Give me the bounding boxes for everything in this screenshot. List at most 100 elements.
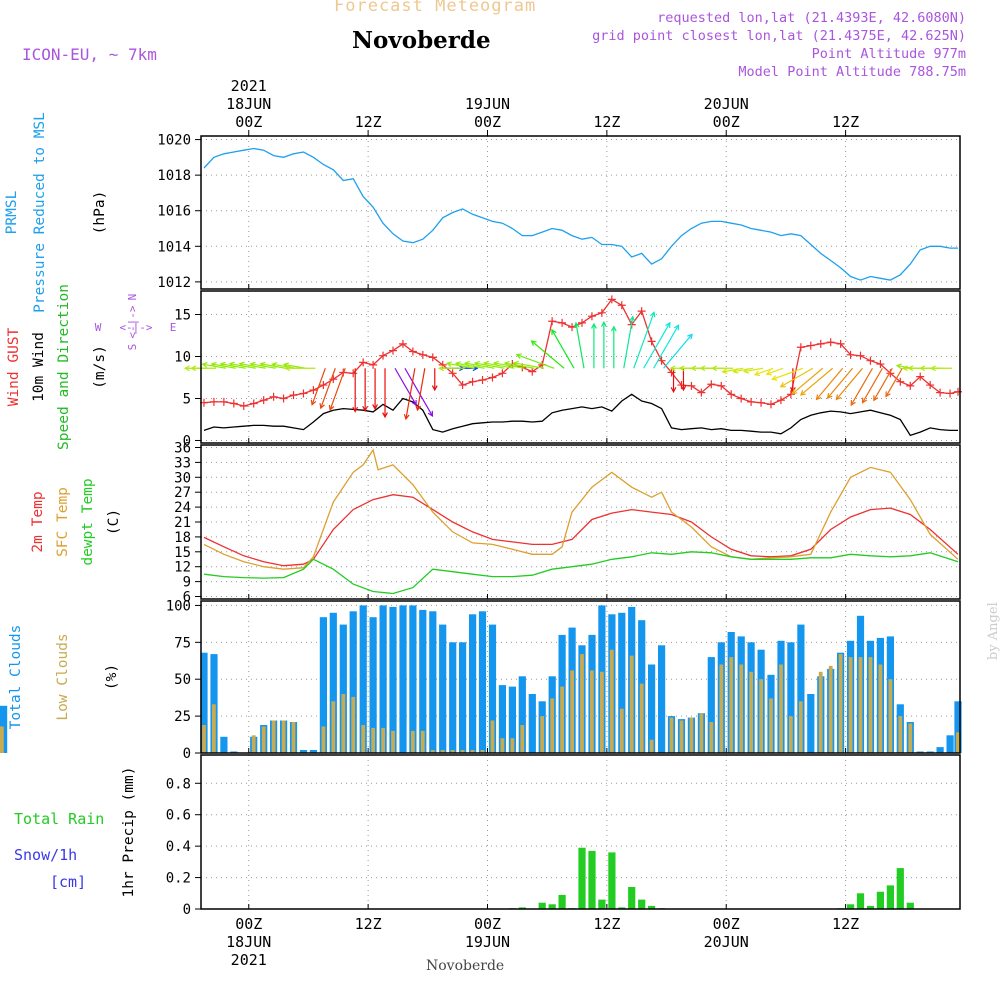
gust-point [846,350,855,359]
series-line-pressure [203,147,958,281]
total-clouds-bar [658,645,666,753]
low-clouds-bar [898,716,903,753]
total-clouds-bar [498,685,506,753]
wind-dir-arrowhead [445,361,452,367]
wind-dir-arrowhead [711,365,718,372]
wind-dir-arrow [551,329,575,369]
total-rain-bar [906,902,914,909]
wind-dir-arrowhead [319,403,325,410]
wind-dir-arrow [754,367,774,376]
total-clouds-bar [299,750,308,753]
wind-dir-arrow [531,340,565,369]
wind-dir-arrow [575,322,585,369]
gust-point [896,377,905,386]
y-tick-label: 0.6 [166,808,191,824]
low-clouds-bar [719,664,724,753]
gust-point [587,312,596,321]
gust-point [826,338,835,347]
gust-point [478,376,487,385]
time-label-top: 12Z [355,113,382,131]
wind-dir-arrowhead [591,322,597,329]
wind-dir-arrowhead [282,362,290,369]
total-clouds-bar [946,735,954,753]
low-clouds-bar [699,713,704,753]
y-tick-label: 100 [166,598,191,614]
low-clouds-bar [351,696,356,753]
total-clouds-bar [319,617,327,753]
wind-dir-arrowhead [779,382,786,388]
compass-arrow-ns: <-|-> [126,305,139,338]
low-clouds-bar [749,671,753,753]
gust-point [408,347,417,356]
wind-dir-arrowhead [649,311,656,318]
low-clouds-bar [669,717,674,753]
gust-point [418,350,427,359]
requested-coords: requested lon,lat (21.4393E, 42.6080N) [657,10,966,26]
wind-dir-arrowhead [219,361,226,368]
low-clouds-bar [759,679,763,753]
gust-point [219,397,228,406]
gust-point [498,369,507,378]
wind-dir-arrowhead [492,360,499,367]
gust-point [727,390,736,399]
low-clouds-bar [619,708,624,753]
total-clouds-bar [807,694,815,753]
total-clouds-bar [429,611,437,753]
low-clouds-bar [500,738,505,753]
low-clouds-bar [739,664,744,753]
gust-point [906,381,915,390]
wind-dir-arrowhead [427,410,434,417]
wind-dir-arrowhead [901,365,908,372]
gust-point [607,295,616,304]
total-rain-bar [628,887,636,909]
total-clouds-bar [508,686,516,753]
gust-point [229,399,238,408]
low-clouds-bar [391,730,395,753]
gust-point [667,368,676,377]
y-axis-label: (%) [104,664,120,690]
y-axis-label: dewpt Temp [80,478,96,565]
low-clouds-bar [838,654,843,753]
model-altitude: Model Point Altitude 788.75m [738,64,966,80]
low-clouds-bar [450,750,455,753]
wind-dir-arrow [283,363,306,369]
wind-dir-arrowhead [690,365,697,372]
wind-dir-arrowhead [907,365,914,372]
wind-dir-arrowhead [515,353,522,359]
wind-dir-arrow [329,368,346,410]
wind-dir-arrowhead [438,365,444,372]
wind-dir-arrowhead [919,365,926,372]
total-clouds-bar [210,654,218,753]
gust-point [398,339,407,348]
wind-dir-arrowhead [721,368,728,375]
wind-dir-arrow [493,362,525,369]
total-clouds-bar [618,612,626,753]
wind-dir-arrowhead [895,363,903,370]
gust-point [577,318,586,327]
total-clouds-bar [488,624,497,753]
wind-dir-arrowhead [431,385,438,392]
series-line-2m-temp [203,494,959,567]
total-clouds-bar [528,694,536,753]
location-title: Novoberde [352,27,491,54]
low-clouds-bar [729,657,734,753]
wind-dir-arrowhead [482,360,490,367]
gust-point [438,360,447,369]
total-rain-bar [876,891,884,909]
gust-point [786,390,795,399]
total-clouds-bar [389,606,397,753]
gust-point [637,307,646,316]
y-tick-label: 12 [174,560,191,576]
low-clouds-bar [420,730,425,753]
gust-point [866,356,875,365]
wind-dir-arrowhead [610,325,617,332]
compass-s: S [126,344,139,351]
gust-point [926,381,935,390]
gust-point [468,377,477,386]
y-tick-label: 50 [174,672,191,688]
y-tick-label: 0.8 [166,776,191,792]
wind-dir-arrowhead [530,340,537,346]
gust-point [209,397,218,406]
y-tick-label: 27 [174,485,191,501]
low-clouds-bar [251,735,256,753]
